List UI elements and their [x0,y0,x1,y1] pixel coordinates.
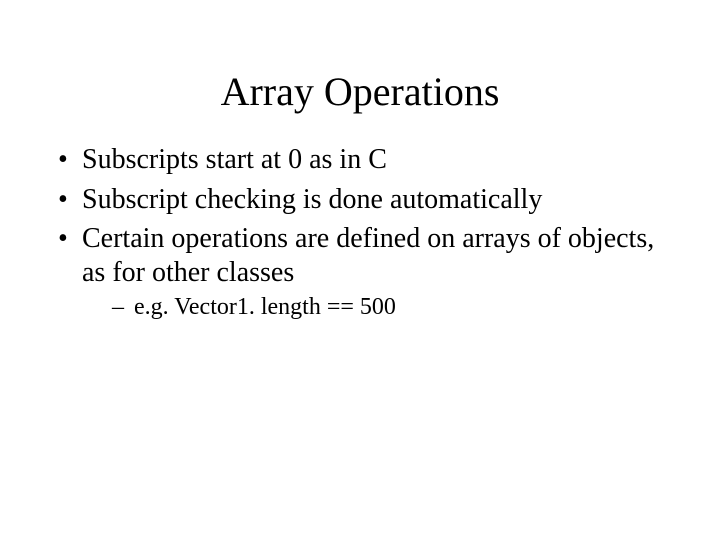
list-item: Certain operations are defined on arrays… [54,222,666,322]
bullet-text: Subscript checking is done automatically [82,184,542,215]
list-item: Subscript checking is done automatically [54,183,666,217]
bullet-text: Certain operations are defined on arrays… [82,223,654,288]
bullet-text: Subscripts start at 0 as in C [82,144,387,175]
bullet-list: Subscripts start at 0 as in C Subscript … [54,143,666,322]
slide-body: Subscripts start at 0 as in C Subscript … [0,143,720,322]
slide: Array Operations Subscripts start at 0 a… [0,0,720,540]
sub-bullet-text: e.g. Vector1. length == 500 [134,294,396,320]
list-item: e.g. Vector1. length == 500 [112,293,666,322]
sub-bullet-list: e.g. Vector1. length == 500 [82,293,666,322]
slide-title: Array Operations [0,0,720,143]
list-item: Subscripts start at 0 as in C [54,143,666,177]
